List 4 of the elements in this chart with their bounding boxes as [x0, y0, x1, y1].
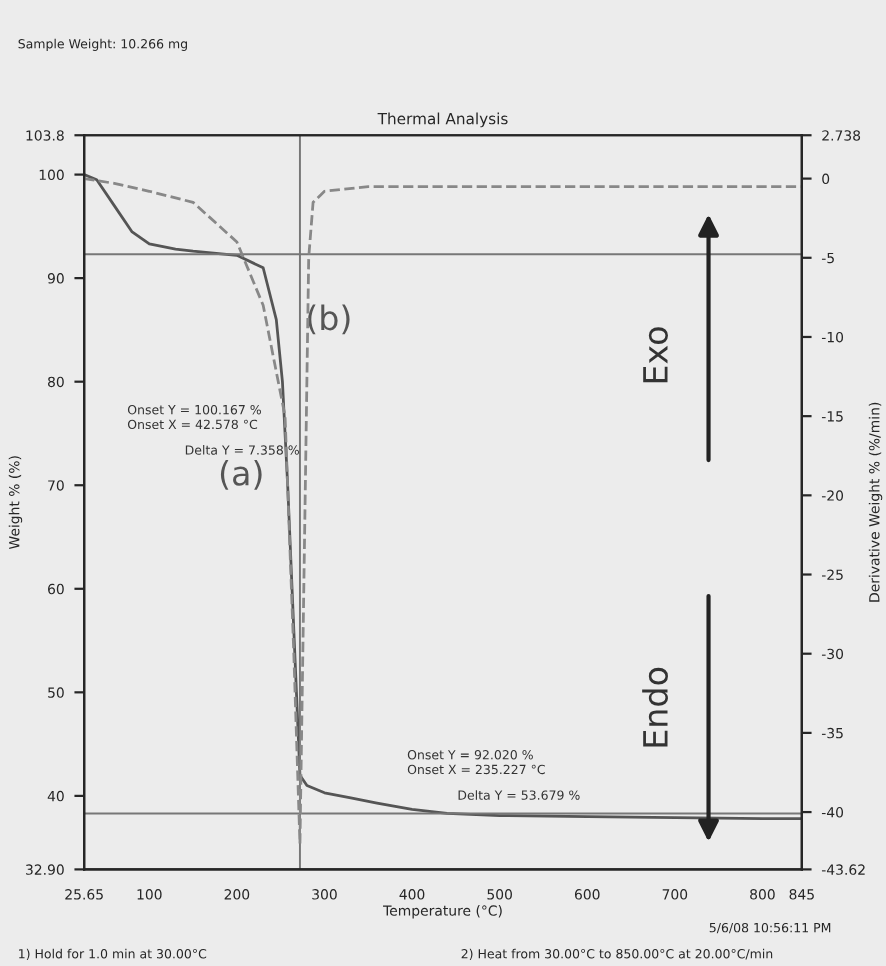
- annotation: Endo: [642, 667, 668, 747]
- annotation: Exo: [643, 327, 668, 383]
- series-label: (b): [308, 304, 350, 335]
- series-label: (a): [220, 459, 262, 490]
